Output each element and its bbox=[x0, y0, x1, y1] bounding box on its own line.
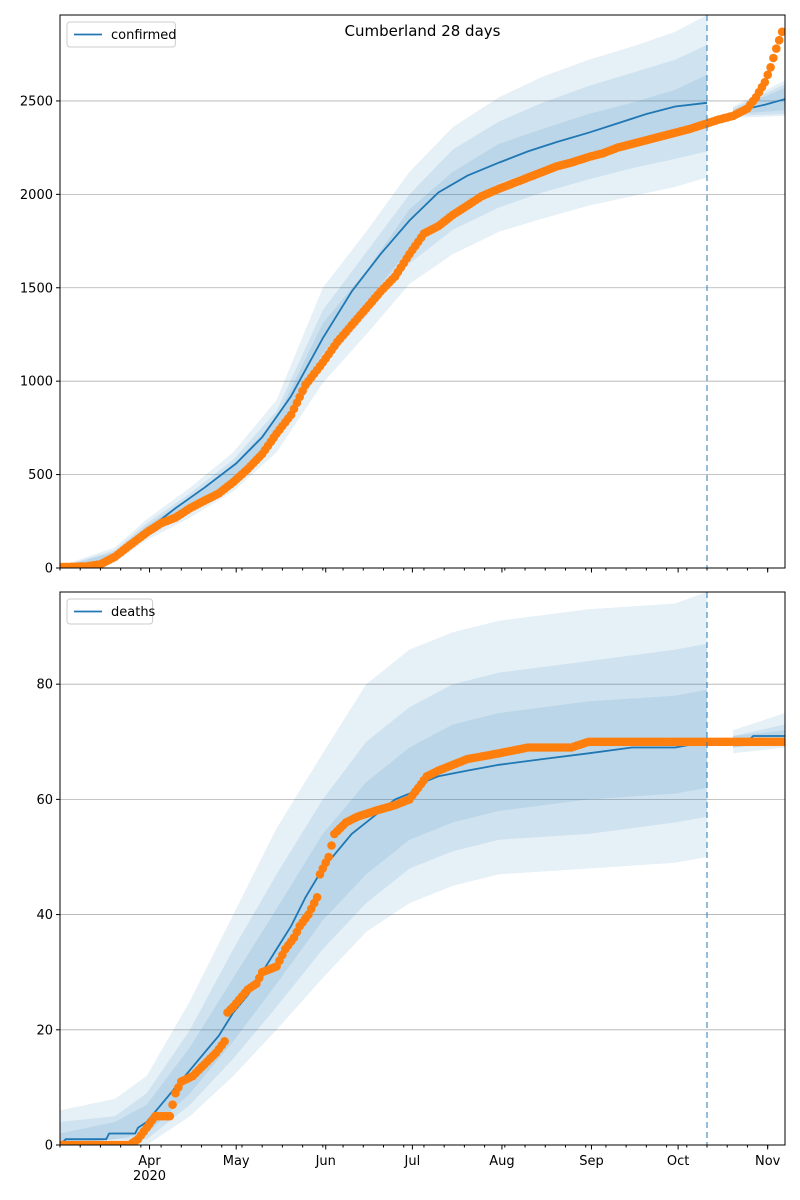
deaths-panel: 0 20 40 60 80 Apr 2020 May Jun Jul Aug Sep Oct Nov dea… bbox=[36, 591, 786, 1184]
observed-point bbox=[324, 852, 333, 862]
legend-box bbox=[66, 21, 176, 48]
observed-point bbox=[763, 70, 772, 80]
observed-point bbox=[760, 78, 770, 87]
chart-title: Cumberland 28 days bbox=[345, 22, 501, 40]
uncertainty-band-mid bbox=[60, 44, 707, 568]
observed-point bbox=[165, 1111, 175, 1121]
median-line bbox=[60, 740, 708, 1145]
x-tick-label: Jun bbox=[315, 1154, 336, 1169]
y-tick-label: 20 bbox=[36, 1023, 53, 1038]
axes-frame bbox=[59, 14, 786, 569]
plot-area bbox=[60, 592, 785, 1145]
observed-point bbox=[780, 737, 785, 747]
y-tick-label: 500 bbox=[28, 468, 53, 483]
x-tick-label: Nov bbox=[755, 1154, 781, 1169]
x-tick-label: Aug bbox=[489, 1154, 514, 1169]
axes-frame bbox=[59, 591, 786, 1146]
uncertainty-band-mid bbox=[60, 643, 707, 1145]
legend-label: deaths bbox=[111, 605, 156, 620]
observed-point bbox=[774, 35, 784, 45]
uncertainty-band-outer bbox=[60, 592, 707, 1145]
y-tick-label: 2000 bbox=[20, 188, 53, 203]
y-tick-label: 80 bbox=[36, 678, 53, 693]
observed-point bbox=[766, 63, 775, 72]
y-tick-label: 40 bbox=[36, 908, 53, 923]
y-tick-label: 0 bbox=[45, 1139, 53, 1154]
median-line bbox=[60, 101, 708, 568]
observed-point bbox=[769, 53, 778, 63]
x-tick-label: Oct bbox=[667, 1154, 689, 1169]
legend: confirmed bbox=[66, 21, 177, 48]
y-tick-label: 0 bbox=[45, 562, 53, 577]
x-tick-label: Apr 2020 bbox=[133, 1154, 166, 1184]
confirmed-panel: 0 500 1000 1500 2000 2500 Cumberland 28 days co… bbox=[20, 14, 786, 577]
observed-point bbox=[777, 27, 785, 37]
legend-box bbox=[66, 598, 154, 625]
x-tick-label: May bbox=[223, 1154, 250, 1169]
y-tick-label: 2500 bbox=[20, 94, 53, 109]
y-tick-label: 1000 bbox=[20, 375, 53, 390]
observed-point bbox=[220, 1037, 229, 1046]
legend-label: confirmed bbox=[111, 28, 177, 43]
observed-point bbox=[312, 893, 322, 902]
observed-point bbox=[168, 1100, 177, 1109]
y-tick-label: 1500 bbox=[20, 281, 53, 296]
plot-area bbox=[60, 15, 785, 568]
observed-point bbox=[327, 841, 336, 850]
observed-point bbox=[772, 44, 781, 53]
x-tick-label: Sep bbox=[579, 1154, 604, 1169]
y-tick-label: 60 bbox=[36, 793, 53, 808]
legend: deaths bbox=[66, 598, 156, 625]
uncertainty-band-inner bbox=[60, 74, 707, 568]
x-tick-label: Jul bbox=[404, 1154, 421, 1169]
